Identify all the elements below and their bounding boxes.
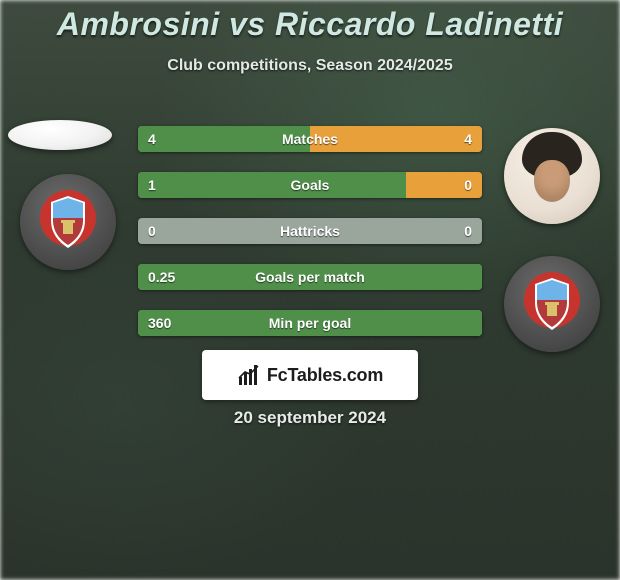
club-crest-right bbox=[504, 256, 600, 352]
brand-text: FcTables.com bbox=[267, 365, 383, 386]
shield-icon bbox=[523, 270, 581, 338]
stat-row: 360Min per goal bbox=[138, 310, 482, 336]
stat-row: 4Matches4 bbox=[138, 126, 482, 152]
stat-value-right: 4 bbox=[464, 126, 472, 152]
stat-label: Goals per match bbox=[138, 264, 482, 290]
stat-label: Min per goal bbox=[138, 310, 482, 336]
player-left-avatar bbox=[8, 120, 112, 150]
stat-row: 1Goals0 bbox=[138, 172, 482, 198]
page-title: Ambrosini vs Riccardo Ladinetti bbox=[0, 0, 620, 43]
player-right-avatar bbox=[504, 128, 600, 224]
stat-row: 0.25Goals per match bbox=[138, 264, 482, 290]
stats-bars: 4Matches41Goals00Hattricks00.25Goals per… bbox=[138, 126, 482, 356]
stat-row: 0Hattricks0 bbox=[138, 218, 482, 244]
stat-value-right: 0 bbox=[464, 172, 472, 198]
page-subtitle: Club competitions, Season 2024/2025 bbox=[0, 57, 620, 75]
stat-label: Goals bbox=[138, 172, 482, 198]
club-crest-left bbox=[20, 174, 116, 270]
chart-icon bbox=[237, 363, 261, 387]
date-text: 20 september 2024 bbox=[0, 408, 620, 428]
stat-value-right: 0 bbox=[464, 218, 472, 244]
stat-label: Hattricks bbox=[138, 218, 482, 244]
shield-icon bbox=[39, 188, 97, 256]
brand-badge[interactable]: FcTables.com bbox=[202, 350, 418, 400]
stat-label: Matches bbox=[138, 126, 482, 152]
comparison-card: Ambrosini vs Riccardo Ladinetti Club com… bbox=[0, 0, 620, 580]
